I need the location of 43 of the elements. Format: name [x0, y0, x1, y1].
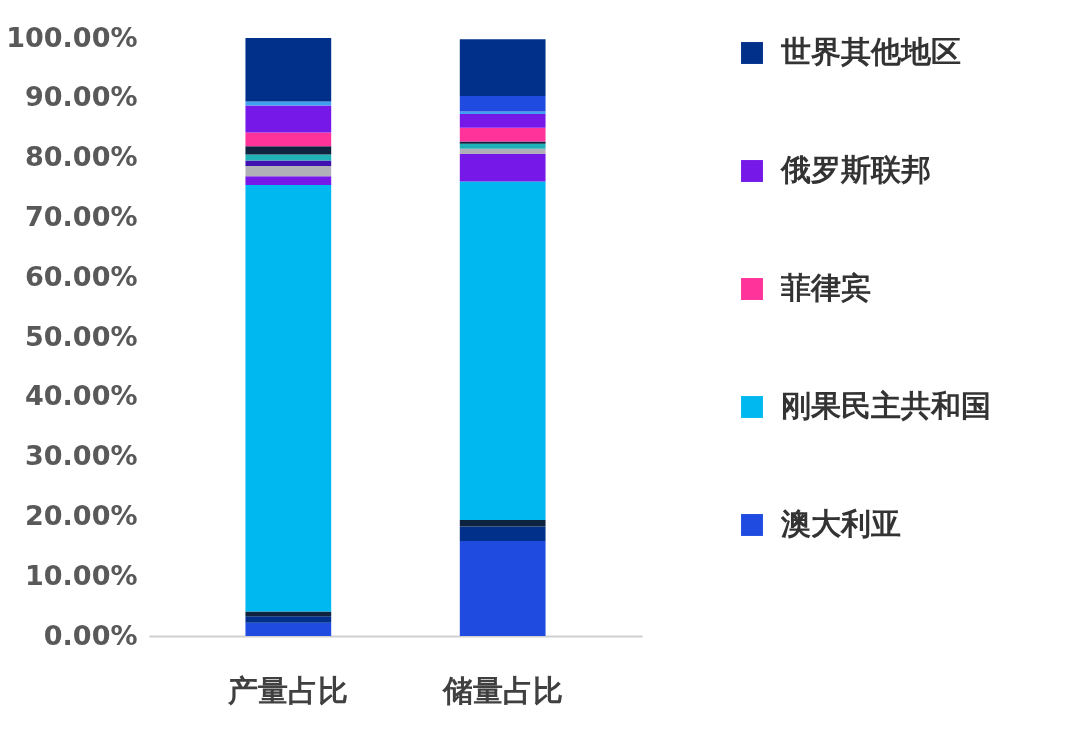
bar: [245, 146, 332, 155]
bar: [245, 38, 332, 102]
bar: [245, 616, 332, 623]
bar: [459, 113, 546, 128]
y-tick-label: 10.00%: [25, 559, 138, 591]
bar: [245, 105, 332, 133]
bar: [245, 101, 332, 106]
bar: [459, 96, 546, 112]
bar: [459, 148, 546, 155]
x-tick-label: 储量占比: [441, 672, 563, 708]
bar: [459, 519, 546, 527]
bar: [459, 127, 546, 142]
y-tick-label: 90.00%: [25, 81, 138, 113]
bar: [459, 540, 546, 636]
bar: [245, 185, 332, 612]
legend-label: 菲律宾: [781, 270, 871, 305]
bar: [459, 39, 546, 97]
y-tick-label: 0.00%: [43, 619, 138, 651]
legend-label: 俄罗斯联邦: [780, 152, 931, 187]
y-tick-label: 50.00%: [25, 320, 138, 352]
legend-label: 澳大利亚: [780, 506, 901, 541]
y-tick-label: 70.00%: [25, 200, 138, 232]
bar: [459, 143, 546, 149]
legend-label: 世界其他地区: [780, 34, 961, 69]
y-tick-label: 80.00%: [25, 141, 138, 173]
y-tick-label: 20.00%: [25, 499, 138, 531]
legend-label: 刚果民主共和国: [781, 388, 991, 423]
bar: [459, 141, 546, 144]
y-tick-label: 100.00%: [6, 21, 138, 53]
x-tick-label: 产量占比: [227, 672, 349, 708]
y-tick-label: 30.00%: [25, 440, 138, 472]
y-tick-label: 60.00%: [25, 260, 138, 292]
bar: [245, 611, 332, 617]
bar: [245, 622, 332, 636]
bar: [245, 160, 332, 166]
bar: [459, 526, 546, 541]
bar: [245, 132, 332, 147]
bar: [245, 154, 332, 161]
bar: [245, 165, 332, 177]
bar: [459, 181, 546, 520]
bar: [245, 176, 332, 186]
bar: [459, 154, 546, 182]
y-tick-label: 40.00%: [25, 380, 138, 412]
